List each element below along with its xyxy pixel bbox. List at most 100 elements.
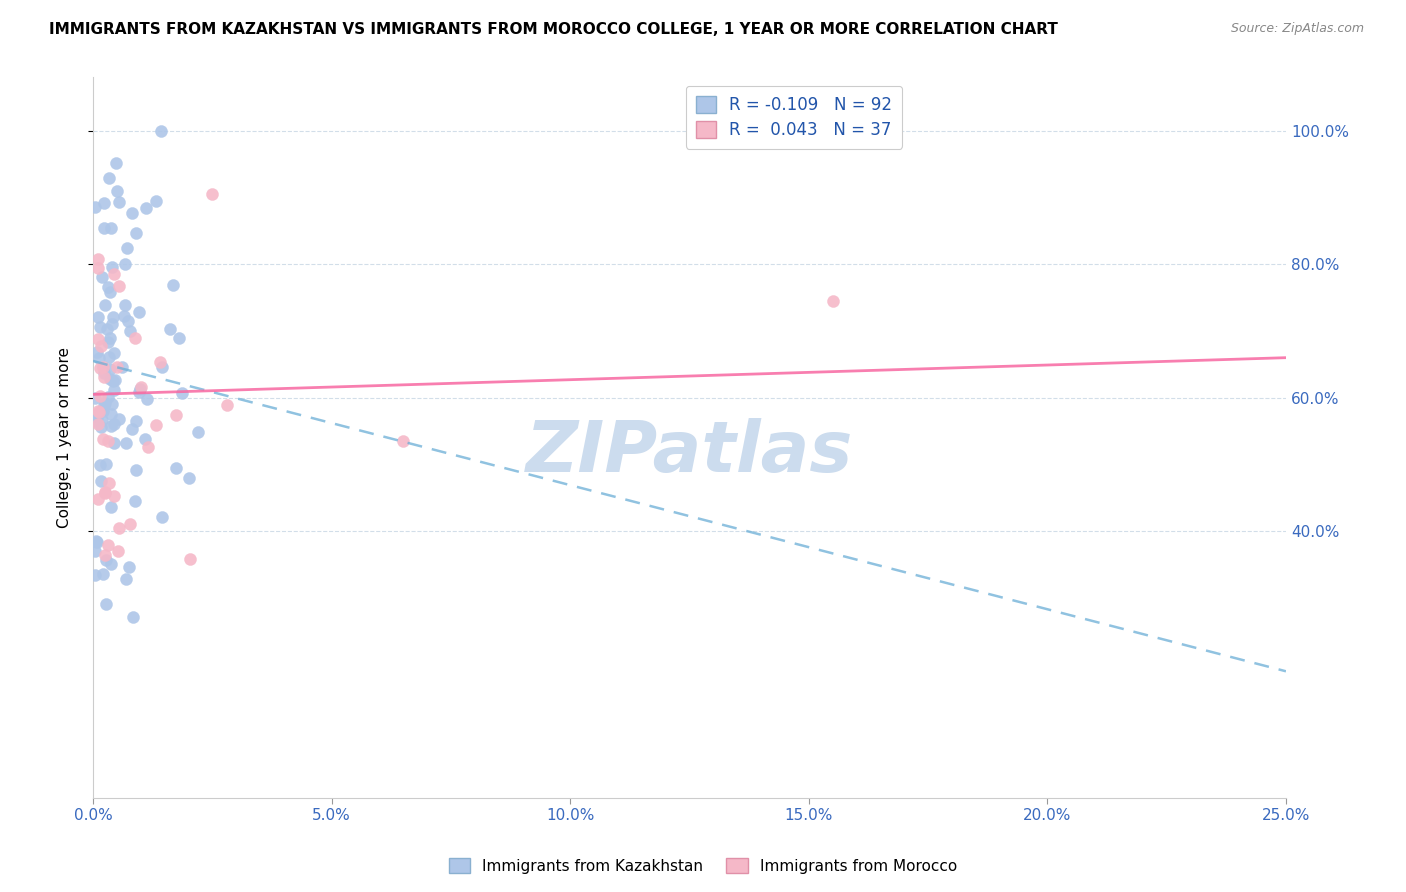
- Point: [136, 440, 159, 454]
- Point: [86, 344, 108, 359]
- Point: [124, 331, 146, 345]
- Point: [94, 548, 117, 562]
- Point: [87, 332, 110, 346]
- Point: [89, 389, 111, 403]
- Point: [84, 392, 107, 406]
- Point: [103, 384, 125, 398]
- Point: [91, 413, 114, 427]
- Point: [97, 280, 120, 294]
- Point: [162, 277, 184, 292]
- Point: [100, 317, 122, 331]
- Text: Source: ZipAtlas.com: Source: ZipAtlas.com: [1230, 22, 1364, 36]
- Point: [103, 436, 125, 450]
- Point: [117, 314, 139, 328]
- Point: [94, 396, 117, 410]
- Point: [91, 269, 114, 284]
- Point: [125, 414, 148, 428]
- Point: [134, 432, 156, 446]
- Point: [115, 572, 138, 586]
- Point: [121, 610, 143, 624]
- Point: [165, 408, 187, 422]
- Point: [101, 310, 124, 324]
- Point: [107, 521, 129, 535]
- Point: [87, 404, 110, 418]
- Point: [98, 330, 121, 344]
- Point: [89, 420, 111, 434]
- Point: [96, 322, 118, 336]
- Point: [91, 359, 114, 374]
- Point: [100, 221, 122, 235]
- Point: [98, 361, 121, 376]
- Point: [100, 557, 122, 571]
- Point: [108, 278, 131, 293]
- Point: [108, 195, 131, 210]
- Point: [97, 538, 120, 552]
- Point: [105, 184, 128, 198]
- Point: [94, 485, 117, 500]
- Point: [97, 171, 120, 186]
- Point: [100, 500, 122, 515]
- Point: [121, 206, 143, 220]
- Legend: Immigrants from Kazakhstan, Immigrants from Morocco: Immigrants from Kazakhstan, Immigrants f…: [443, 852, 963, 880]
- Point: [101, 374, 124, 388]
- Point: [84, 414, 107, 428]
- Point: [93, 370, 115, 384]
- Point: [165, 461, 187, 475]
- Point: [107, 412, 129, 426]
- Point: [167, 331, 190, 345]
- Point: [129, 380, 152, 394]
- Point: [91, 432, 114, 446]
- Point: [97, 390, 120, 404]
- Point: [98, 372, 121, 386]
- Point: [97, 350, 120, 364]
- Point: [112, 309, 135, 323]
- Point: [125, 463, 148, 477]
- Point: [84, 568, 107, 582]
- Point: [118, 324, 141, 338]
- Point: [87, 252, 110, 266]
- Text: IMMIGRANTS FROM KAZAKHSTAN VS IMMIGRANTS FROM MOROCCO COLLEGE, 1 YEAR OR MORE CO: IMMIGRANTS FROM KAZAKHSTAN VS IMMIGRANTS…: [49, 22, 1059, 37]
- Point: [96, 552, 118, 566]
- Point: [172, 386, 194, 401]
- Point: [84, 200, 107, 214]
- Point: [150, 509, 173, 524]
- Y-axis label: College, 1 year or more: College, 1 year or more: [58, 347, 72, 528]
- Point: [90, 474, 112, 488]
- Point: [105, 360, 128, 375]
- Point: [97, 334, 120, 349]
- Point: [86, 410, 108, 425]
- Point: [111, 359, 134, 374]
- Point: [128, 305, 150, 319]
- Point: [100, 407, 122, 421]
- Point: [93, 221, 115, 235]
- Point: [128, 384, 150, 399]
- Point: [149, 124, 172, 138]
- Point: [179, 552, 201, 566]
- Point: [86, 535, 108, 549]
- Point: [149, 355, 172, 369]
- Point: [89, 458, 111, 473]
- Point: [87, 417, 110, 432]
- Point: [101, 397, 124, 411]
- Point: [97, 434, 120, 449]
- Point: [89, 319, 111, 334]
- Legend: R = -0.109   N = 92, R =  0.043   N = 37: R = -0.109 N = 92, R = 0.043 N = 37: [686, 86, 901, 149]
- Point: [84, 533, 107, 548]
- Point: [392, 434, 415, 448]
- Point: [128, 382, 150, 396]
- Point: [125, 227, 148, 241]
- Point: [97, 475, 120, 490]
- Point: [94, 597, 117, 611]
- Point: [145, 194, 167, 208]
- Point: [118, 516, 141, 531]
- Point: [107, 543, 129, 558]
- Point: [98, 285, 121, 299]
- Point: [201, 187, 224, 202]
- Point: [177, 471, 200, 485]
- Point: [104, 156, 127, 170]
- Point: [91, 403, 114, 417]
- Point: [87, 351, 110, 365]
- Point: [136, 392, 159, 407]
- Point: [103, 417, 125, 431]
- Point: [94, 485, 117, 500]
